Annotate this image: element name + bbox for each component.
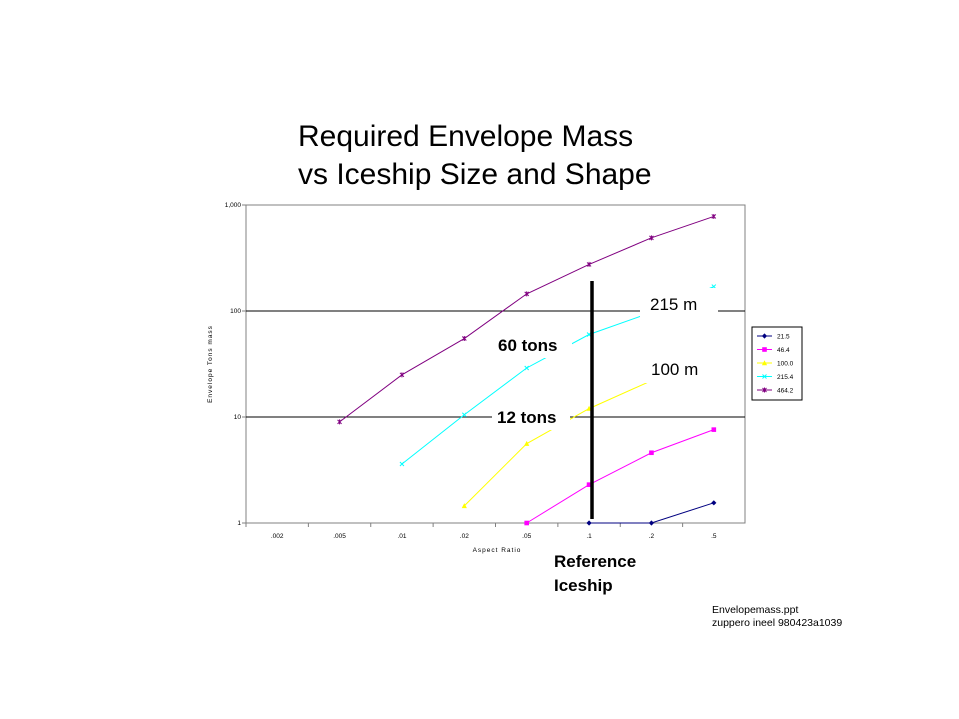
y-tick-label-3: 1,000: [225, 202, 242, 209]
legend-marker-21.5: [761, 333, 768, 339]
annotation-60-tons: 60 tons: [498, 336, 558, 355]
x-tick-label-2: .01: [397, 533, 406, 540]
y-tick-label-1: 10: [234, 414, 242, 421]
legend-label-464.2: 464.2: [777, 388, 794, 395]
legend-marker-215.4: [762, 374, 767, 379]
data-point-464.2-.05: [524, 291, 530, 297]
annotation-215m: 215 m: [650, 295, 697, 314]
legend-label-100.0: 100.0: [777, 361, 794, 368]
data-point-21.5-.2: [648, 520, 655, 526]
legend-marker-100.0: [761, 360, 768, 366]
series-464.2: [337, 213, 717, 425]
series-line-46.4: [526, 429, 714, 524]
series-21.5: [586, 500, 717, 526]
data-point-464.2-.5: [711, 213, 717, 219]
annotation-bg-100: [640, 353, 718, 383]
data-point-46.4-.2: [649, 450, 654, 456]
data-point-215.4-.05: [524, 365, 530, 371]
annotation-iceship: Iceship: [554, 576, 613, 595]
legend-label-21.5: 21.5: [777, 334, 790, 341]
x-tick-label-3: .02: [460, 533, 469, 540]
data-point-100.0-.05: [524, 440, 530, 446]
y-tick-label-0: 1: [237, 520, 241, 527]
footer-filename: Envelopemass.ppt: [712, 604, 799, 616]
data-point-464.2-.02: [461, 336, 467, 342]
data-point-21.5-.1: [586, 520, 592, 526]
title-line-2: vs Iceship Size and Shape: [298, 158, 652, 191]
y-axis-ticks: 1 10 100 1,000: [225, 202, 246, 527]
x-tick-label-0: .002: [271, 533, 284, 540]
series-46.4: [524, 427, 717, 526]
x-axis-label: Aspect Ratio: [473, 547, 522, 554]
annotation-12-tons: 12 tons: [497, 408, 557, 427]
data-point-21.5-.5: [711, 500, 717, 506]
legend-label-46.4: 46.4: [777, 347, 790, 354]
data-point-215.4-.02: [461, 412, 467, 418]
annotation-reference: Reference: [554, 552, 636, 571]
chart-title: Required Envelope Mass vs Iceship Size a…: [298, 118, 652, 194]
footer-author: zuppero ineel 980423a1039: [712, 617, 843, 629]
annotation-bg-215: [640, 288, 718, 318]
data-point-46.4-.1: [586, 482, 592, 487]
y-tick-label-2: 100: [230, 308, 241, 315]
footer-note: Envelopemass.ppt zuppero ineel 980423a10…: [712, 604, 842, 630]
title-line-1: Required Envelope Mass: [298, 120, 634, 153]
data-point-464.2-.2: [649, 235, 654, 241]
data-point-215.4-.5: [711, 284, 717, 289]
annotation-bg-60: [494, 331, 572, 358]
y-axis-label: Envelope Tons mass: [207, 325, 214, 403]
data-point-464.2-.005: [337, 419, 342, 425]
data-point-464.2-.1: [586, 261, 592, 267]
x-tick-label-4: .05: [522, 533, 531, 540]
annotation-bg-12: [492, 403, 570, 430]
x-tick-label-6: .2: [649, 533, 655, 540]
data-point-464.2-.01: [399, 372, 405, 378]
legend: 21.5 46.4 100.0 215.4 464.2: [751, 326, 803, 401]
legend-label-215.4: 215.4: [777, 374, 794, 381]
data-point-100.0-.02: [461, 503, 467, 509]
data-point-215.4-.01: [399, 461, 405, 467]
x-tick-label-5: .1: [586, 533, 592, 540]
x-tick-label-7: .5: [711, 533, 717, 540]
data-point-46.4-.05: [524, 520, 529, 526]
legend-marker-464.2: [762, 387, 767, 393]
x-tick-label-1: .005: [333, 533, 346, 540]
annotation-100m: 100 m: [651, 360, 698, 379]
data-point-46.4-.5: [711, 427, 717, 432]
legend-marker-46.4: [762, 347, 767, 352]
x-axis-ticks: .002 .005 .01 .02 .05 .1 .2 .5: [245, 523, 717, 540]
